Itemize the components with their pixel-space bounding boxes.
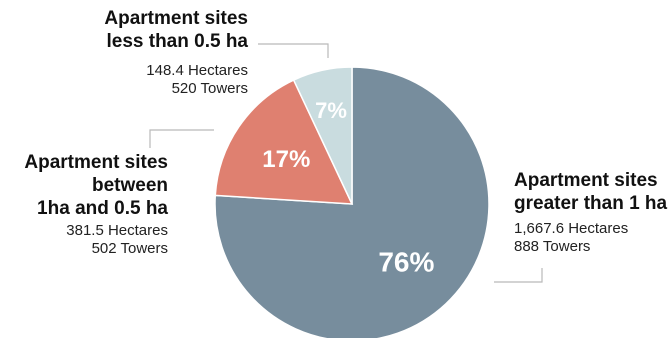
leader-greater-than-1ha <box>494 268 543 283</box>
slice-greater-than-1ha <box>214 66 490 338</box>
label-less-than-half-ha: Apartment sites less than 0.5 ha 148.4 H… <box>60 8 248 98</box>
percent-label-less-than-half-ha: 7% <box>315 98 347 123</box>
slice-less-than-half-ha <box>292 66 353 205</box>
percent-label-between: 17% <box>262 146 310 173</box>
label-greater-than-1ha-towers: 888 Towers <box>514 237 591 255</box>
pie-slices <box>214 66 490 338</box>
label-greater-than-1ha-title-1: Apartment sites <box>514 170 658 191</box>
label-between: Apartment sites between 1ha and 0.5 ha 3… <box>0 152 168 258</box>
label-greater-than-1ha-hectares: 1,667.6 Hectares <box>514 219 629 237</box>
label-between-title-1: Apartment sites <box>24 152 168 173</box>
label-less-than-half-ha-title-2: less than 0.5 ha <box>106 30 248 52</box>
label-between-hectares: 381.5 Hectares <box>66 222 168 240</box>
leader-between <box>149 129 214 148</box>
leader-less-than-half-ha <box>258 43 329 58</box>
percent-label-greater-than-1ha: 76% <box>378 246 434 277</box>
label-between-title-3: 1ha and 0.5 ha <box>37 197 168 219</box>
leader-lines <box>149 43 543 283</box>
label-greater-than-1ha-title-2: greater than 1 ha <box>514 192 668 214</box>
label-between-title-2: between <box>91 174 168 196</box>
percent-labels: 76% 17%7% <box>262 98 434 278</box>
label-between-towers: 502 Towers <box>91 240 168 258</box>
slice-between <box>214 79 354 205</box>
label-greater-than-1ha: Apartment sites greater than 1 ha 1,667.… <box>514 170 671 256</box>
label-less-than-half-ha-title-1: Apartment sites <box>104 8 248 29</box>
label-less-than-half-ha-hectares: 148.4 Hectares <box>146 61 248 79</box>
label-less-than-half-ha-towers: 520 Towers <box>171 79 248 97</box>
